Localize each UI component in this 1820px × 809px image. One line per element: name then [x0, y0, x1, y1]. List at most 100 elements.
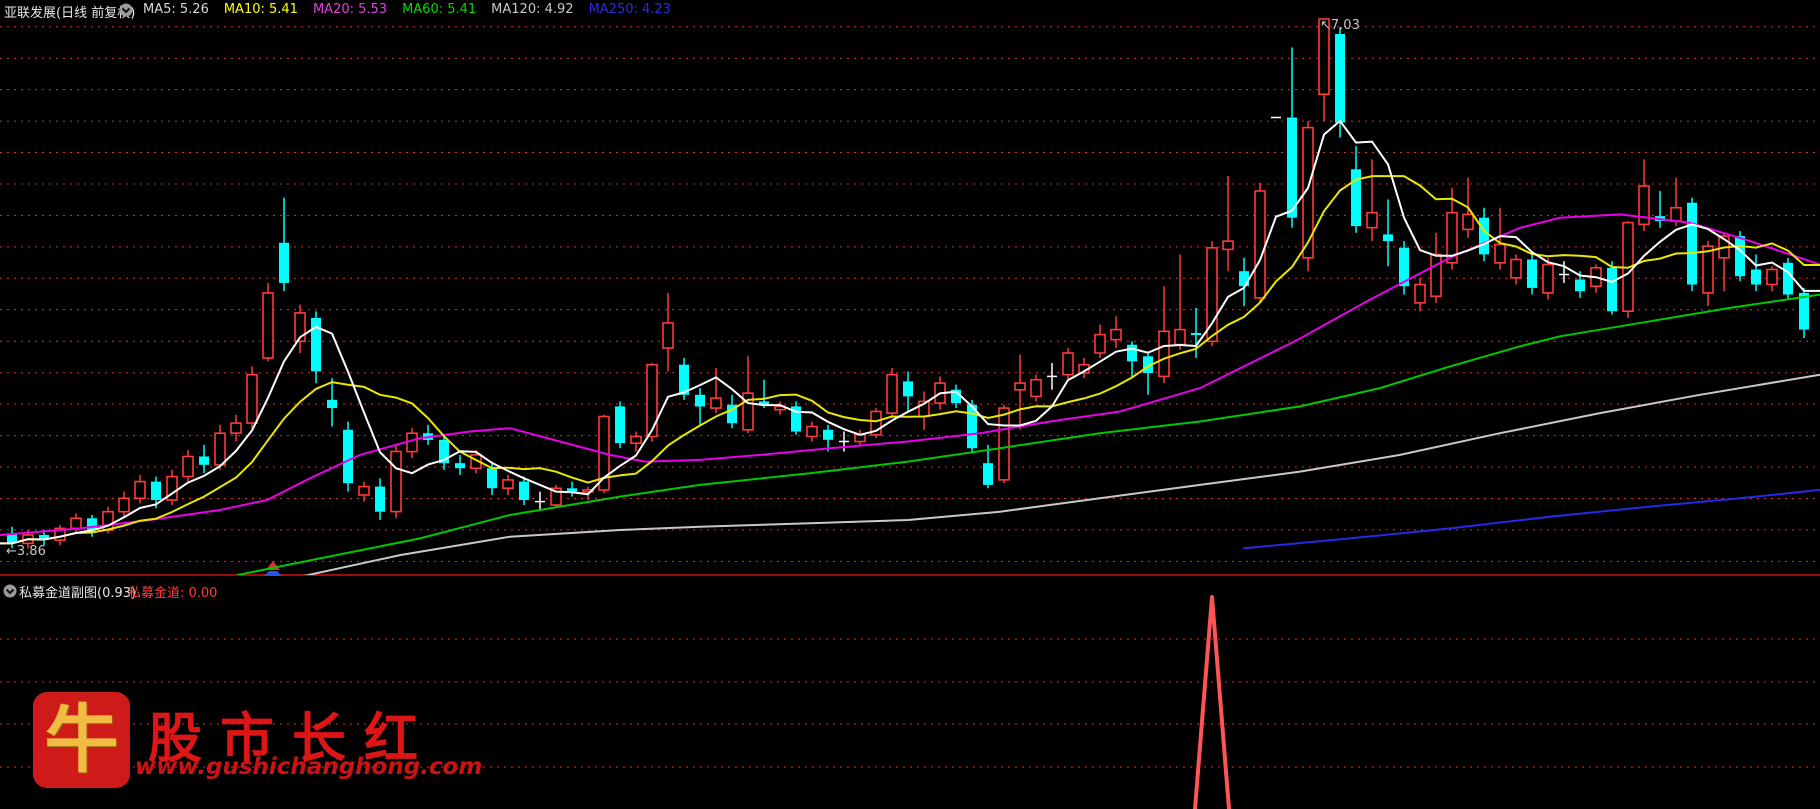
candle-up: [70, 517, 82, 530]
ma-legend: MA5: 5.26 MA10: 5.41 MA20: 5.53 MA60: 5.…: [143, 2, 671, 17]
candle-up: [502, 479, 514, 489]
candle-down: [967, 404, 977, 449]
candle-down: [487, 468, 497, 489]
brand-stamp: 牛: [33, 692, 130, 788]
candle-up: [166, 475, 178, 501]
candle-up: [806, 425, 818, 438]
candle-down: [1575, 279, 1585, 292]
ma10-legend: MA10: 5.41: [223, 2, 298, 17]
candle-down: [1527, 259, 1537, 288]
candle-up: [1446, 211, 1458, 264]
candle-up: [1638, 185, 1650, 226]
candle-down: [39, 535, 49, 540]
candle-down: [455, 463, 465, 469]
candle-down: [1751, 269, 1761, 285]
ma60-legend: MA60: 5.41: [402, 2, 477, 17]
candle-up: [582, 489, 594, 493]
candle-down: [1399, 247, 1409, 287]
candle-down: [151, 481, 161, 500]
candle-up: [1414, 283, 1426, 304]
candle-up: [1206, 247, 1218, 343]
candle-down: [1735, 236, 1745, 277]
candle-down: [1127, 344, 1137, 362]
candle-up: [54, 527, 66, 541]
candle-up: [1430, 253, 1442, 298]
candle-down: [679, 364, 689, 395]
ma5-line: [0, 119, 1820, 545]
candle-up: [550, 487, 562, 506]
ma10-line: [0, 175, 1820, 545]
candle-down: [519, 481, 529, 500]
high-price-label: ↖7.03: [1320, 18, 1360, 33]
candle-up: [1702, 245, 1714, 294]
candle-up: [646, 363, 658, 438]
ma120-line: [303, 373, 1820, 575]
candle-up: [1062, 352, 1074, 376]
candle-up: [1318, 18, 1330, 95]
candle-up: [1670, 206, 1682, 222]
candle-up: [630, 435, 642, 444]
candle-down: [1287, 117, 1297, 218]
candle-up: [1462, 213, 1474, 231]
ma20-legend: MA20: 5.53: [312, 2, 388, 17]
candle-down: [1351, 169, 1361, 227]
candle-down: [1335, 34, 1345, 123]
sub-panel-chevron-down-icon[interactable]: [3, 583, 17, 598]
candle-down: [7, 533, 17, 544]
candle-up: [886, 373, 898, 414]
candle-up: [1542, 263, 1554, 294]
ma120-legend: MA120: 4.92: [491, 2, 574, 17]
chart-header: 亚联发展(日线 前复权) MA5: 5.26 MA10: 5.41 MA20: …: [0, 0, 1820, 21]
candle-down: [199, 456, 209, 465]
brand-url: www.gushichanghong.com: [135, 754, 483, 780]
low-price-label: ←3.86: [6, 544, 46, 559]
sub-indicator-title: 私募金道副图(0.93): [19, 586, 137, 601]
candle-up: [1110, 328, 1122, 341]
candle-up: [662, 322, 674, 349]
candle-up: [1510, 258, 1522, 279]
candle-down: [695, 394, 705, 407]
candle-up: [710, 397, 722, 409]
signal-spike: [1192, 595, 1232, 809]
candle-up: [1254, 190, 1266, 299]
candle-up: [1174, 328, 1186, 346]
candle-up: [214, 432, 226, 466]
candle-down: [439, 439, 449, 464]
ma60-line: [236, 293, 1820, 575]
candle-up: [262, 292, 274, 359]
ma250-legend: MA250: 4.23: [588, 2, 671, 17]
candle-up: [182, 455, 194, 478]
candle-up: [1014, 382, 1026, 391]
candle-up: [1094, 333, 1106, 354]
candle-down: [87, 518, 97, 530]
stamp-niu-character: 牛: [44, 697, 119, 783]
candle-down: [1191, 333, 1201, 335]
candle-down: [1687, 202, 1697, 285]
sub-indicator-value: 私募金道: 0.00: [128, 586, 218, 601]
candle-up: [1158, 330, 1170, 378]
candle-up: [118, 497, 130, 513]
candle-down: [567, 488, 577, 492]
candle-up: [230, 422, 242, 434]
candle-down: [791, 406, 801, 432]
candle-down: [951, 389, 961, 404]
candle-down: [759, 401, 769, 405]
candle-up: [1366, 211, 1378, 229]
candle-up: [998, 407, 1010, 481]
candle-up: [390, 450, 402, 513]
candle-down: [375, 486, 385, 512]
candle-down: [327, 399, 337, 409]
candle-down: [1479, 217, 1489, 255]
candle-up: [742, 392, 754, 431]
candle-down: [823, 429, 833, 440]
candle-up: [1222, 240, 1234, 251]
stock-title: 亚联发展(日线 前复权): [4, 6, 136, 21]
candle-down: [983, 463, 993, 485]
candle-down: [279, 242, 289, 283]
candle-down: [903, 381, 913, 397]
chevron-down-icon[interactable]: [119, 2, 133, 17]
candle-down: [1799, 292, 1809, 330]
candle-down: [615, 406, 625, 444]
candle-down: [727, 404, 737, 424]
